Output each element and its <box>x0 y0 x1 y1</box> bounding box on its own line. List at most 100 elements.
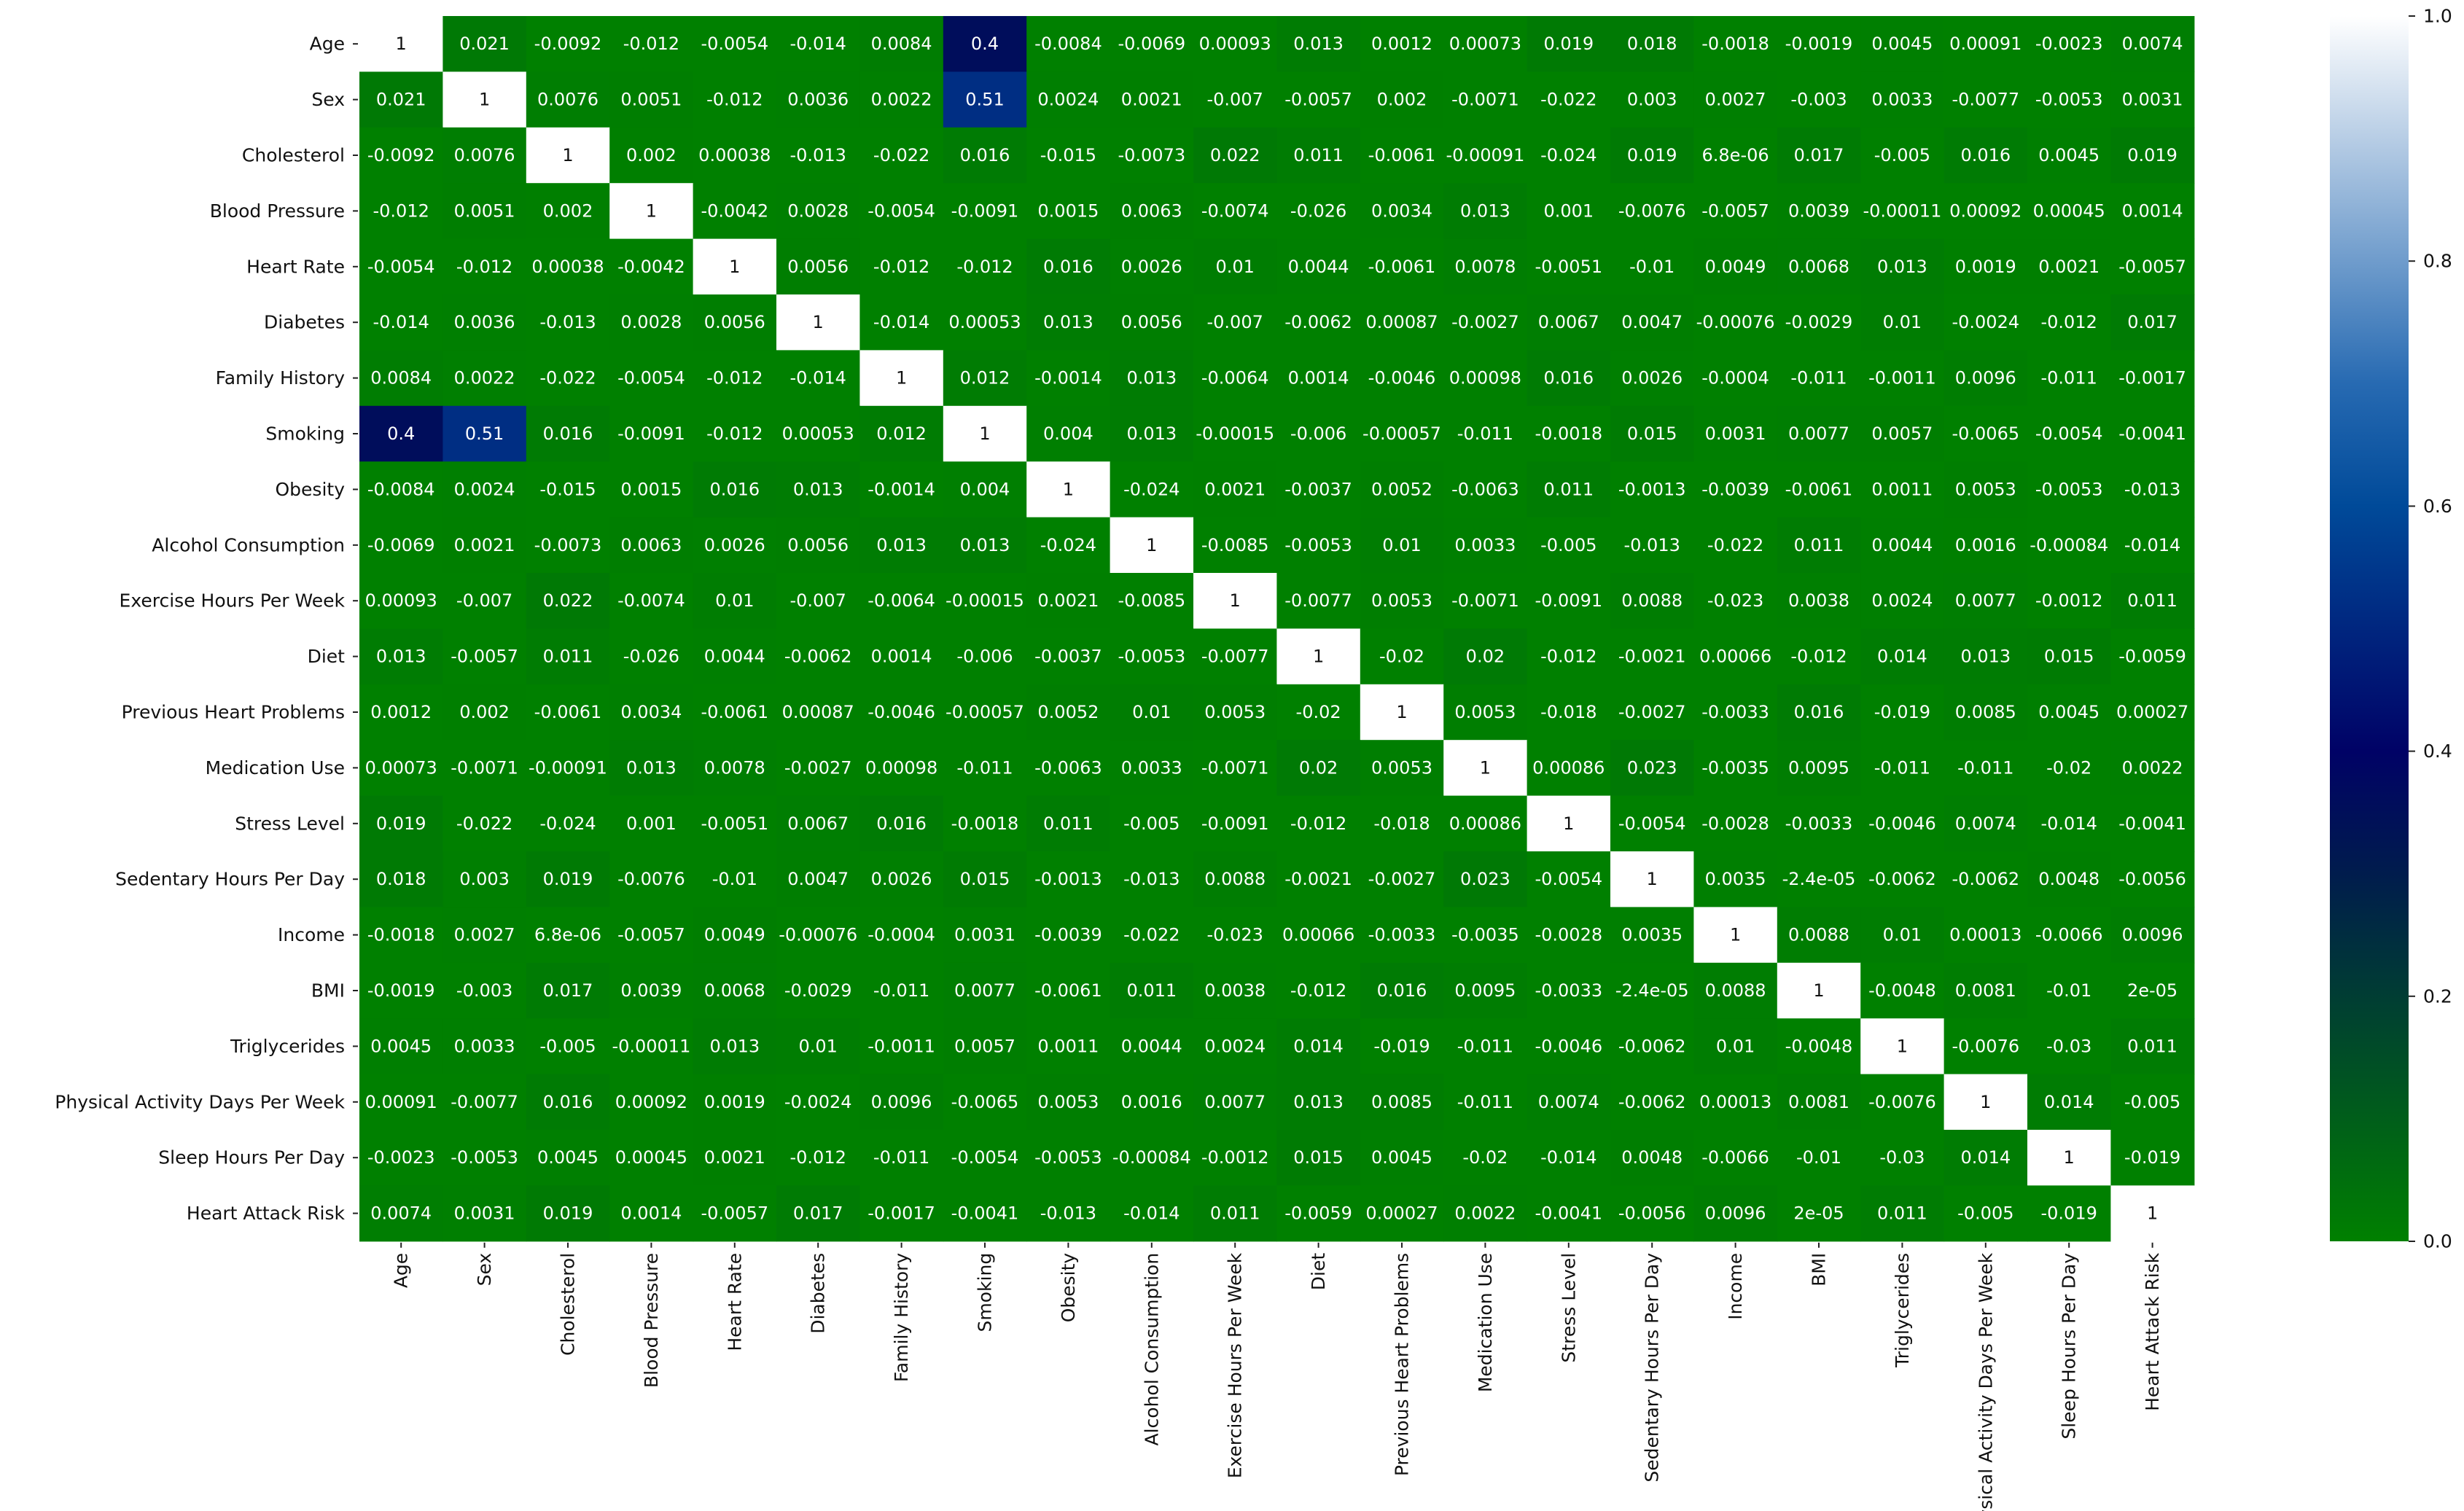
heatmap-cell <box>526 183 610 240</box>
cell-value-label: -0.0061 <box>701 702 768 722</box>
heatmap-cell <box>609 1074 694 1131</box>
heatmap-cell <box>776 16 860 72</box>
cell-value-label: 0.0035 <box>1621 925 1683 945</box>
heatmap-cell <box>693 16 777 72</box>
heatmap-cell <box>1193 16 1277 72</box>
heatmap-cell <box>1026 127 1111 184</box>
cell-value-label: 0.011 <box>1877 1203 1927 1224</box>
colorbar-tick-label: 0.2 <box>2423 985 2452 1007</box>
heatmap-cell <box>1193 1185 1277 1242</box>
heatmap-cell <box>1693 628 1778 685</box>
heatmap-cell <box>943 740 1027 797</box>
heatmap-cell <box>609 238 694 295</box>
heatmap-cell <box>526 573 610 629</box>
cell-value-label: 0.0021 <box>1037 590 1099 611</box>
cell-value-label: -0.0054 <box>1535 869 1602 889</box>
heatmap-cell <box>943 350 1027 407</box>
heatmap-cell <box>359 71 443 128</box>
cell-value-label: -0.012 <box>706 90 763 110</box>
heatmap-cell <box>1193 350 1277 407</box>
heatmap-cell <box>1610 71 1694 128</box>
heatmap-cell <box>1276 573 1361 629</box>
heatmap-cell <box>1777 183 1861 240</box>
cell-value-label: 0.0021 <box>1121 90 1182 110</box>
cell-value-label: -0.0024 <box>784 1092 852 1112</box>
cell-value-label: 0.00027 <box>2116 702 2188 722</box>
cell-value-label: -0.011 <box>873 1147 929 1168</box>
heatmap-cell <box>693 1074 777 1131</box>
heatmap-cell <box>1860 851 1945 907</box>
cell-value-label: -0.005 <box>1957 1203 2013 1224</box>
cell-value-label: -0.0064 <box>1201 368 1269 389</box>
y-tick-label: Cholesterol <box>242 145 345 166</box>
heatmap-cell <box>1860 350 1945 407</box>
cell-value-label: -0.026 <box>1290 200 1346 221</box>
cell-value-label: 0.0057 <box>954 1036 1015 1056</box>
heatmap-cell <box>526 350 610 407</box>
cell-value-label: 0.0014 <box>1288 368 1349 389</box>
heatmap-cell <box>859 1018 944 1075</box>
cell-value-label: -0.023 <box>1707 590 1763 611</box>
cell-value-label: 0.017 <box>543 980 593 1001</box>
cell-value-label: 0.022 <box>543 590 593 611</box>
cell-value-label: -0.007 <box>790 590 846 611</box>
heatmap-cell <box>1777 962 1861 1019</box>
heatmap-cell <box>609 183 694 240</box>
cell-value-label: -0.0027 <box>1451 312 1519 332</box>
heatmap-cell <box>1110 127 1194 184</box>
cell-value-label: -0.0069 <box>367 535 435 555</box>
cell-value-label: -0.00015 <box>946 590 1024 611</box>
cell-value-label: 0.016 <box>709 479 760 499</box>
heatmap-cell <box>1360 238 1444 295</box>
y-tick-label: Triglycerides <box>230 1036 345 1057</box>
cell-value-label: -0.012 <box>956 257 1013 277</box>
heatmap-cell <box>2027 684 2111 741</box>
heatmap-cell <box>1777 851 1861 907</box>
cell-value-label: -0.0076 <box>1618 200 1686 221</box>
heatmap-cell <box>1610 962 1694 1019</box>
cell-value-label: 0.013 <box>1126 423 1177 444</box>
cell-value-label: -0.0027 <box>1368 869 1436 889</box>
cell-value-label: -0.0014 <box>1034 368 1102 389</box>
heatmap-cell <box>1276 461 1361 518</box>
heatmap-cell <box>2027 405 2111 462</box>
y-tick-label: Sex <box>311 89 345 110</box>
heatmap-cell <box>1193 795 1277 852</box>
heatmap-cell <box>2110 127 2195 184</box>
heatmap-cell <box>693 1130 777 1186</box>
heatmap-cell <box>693 71 777 128</box>
cell-value-label: 0.019 <box>543 1203 593 1224</box>
cell-value-label: 0.019 <box>543 869 593 889</box>
cell-value-label: -0.012 <box>456 257 512 277</box>
heatmap-cell <box>776 684 860 741</box>
cell-value-label: -0.022 <box>539 368 596 389</box>
heatmap-cell <box>1443 405 1528 462</box>
heatmap-cell <box>859 461 944 518</box>
cell-value-label: 0.0077 <box>1955 590 2016 611</box>
cell-value-label: -0.00091 <box>529 757 607 778</box>
heatmap-cell <box>1610 461 1694 518</box>
cell-value-label: 0.00087 <box>1365 312 1438 332</box>
heatmap-cell <box>1193 573 1277 629</box>
cell-value-label: -0.00015 <box>1196 423 1274 444</box>
cell-value-label: -0.0062 <box>1284 312 1352 332</box>
cell-value-label: 0.011 <box>2127 590 2178 611</box>
cell-value-label: 0.00086 <box>1532 757 1605 778</box>
heatmap-cell <box>1276 684 1361 741</box>
cell-value-label: 0.0036 <box>787 90 849 110</box>
heatmap-cell <box>359 851 443 907</box>
heatmap-cell <box>1777 907 1861 964</box>
heatmap-cell <box>2110 851 2195 907</box>
heatmap-cell <box>442 517 527 574</box>
cell-value-label: -0.0018 <box>951 813 1019 834</box>
cell-value-label: -0.0077 <box>1201 647 1269 667</box>
cell-value-label: 0.0045 <box>370 1036 432 1056</box>
cell-value-label: -0.0054 <box>2035 423 2103 444</box>
cell-value-label: -0.0014 <box>868 479 935 499</box>
cell-value-label: 0.0076 <box>537 90 599 110</box>
heatmap-cell <box>2027 1074 2111 1131</box>
heatmap-cell <box>359 350 443 407</box>
heatmap-cell <box>1193 183 1277 240</box>
heatmap-cell <box>1527 851 1611 907</box>
heatmap-cell <box>609 405 694 462</box>
